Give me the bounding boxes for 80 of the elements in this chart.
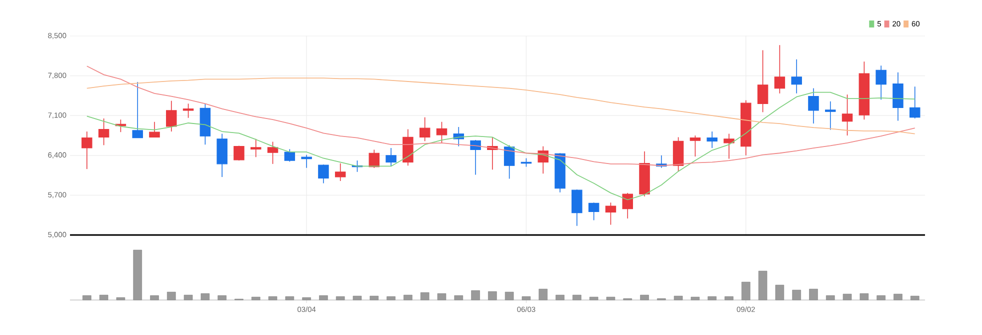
candlestick	[808, 88, 819, 124]
candlestick	[605, 202, 616, 226]
candlestick	[250, 138, 262, 158]
bar	[809, 288, 818, 300]
candlestick	[842, 94, 853, 136]
candlestick	[622, 192, 633, 219]
candlestick	[724, 133, 734, 160]
bar	[336, 296, 345, 300]
bar	[860, 293, 869, 300]
candlestick	[386, 148, 396, 167]
candlestick	[182, 103, 194, 118]
line-series	[86, 66, 916, 166]
candlestick	[284, 148, 296, 162]
bar	[758, 270, 768, 300]
candlestick	[318, 164, 329, 184]
bar	[488, 291, 497, 300]
candlestick	[82, 131, 92, 170]
bar	[708, 296, 716, 300]
bar	[285, 296, 294, 300]
bar	[538, 288, 548, 300]
candlestick	[419, 116, 430, 142]
bar	[724, 296, 734, 300]
candlestick	[301, 154, 312, 168]
bar	[471, 290, 480, 300]
candlestick	[690, 135, 701, 157]
bar	[218, 295, 226, 300]
candlestick	[588, 202, 600, 221]
candlestick	[876, 65, 886, 100]
candlestick	[132, 82, 143, 138]
bar	[370, 296, 379, 300]
candlestick	[892, 72, 904, 122]
candlestick	[267, 141, 278, 164]
candlestick	[757, 50, 768, 113]
bar	[268, 296, 278, 300]
candlestick	[504, 144, 515, 180]
bar	[640, 294, 649, 300]
bar	[404, 294, 412, 300]
candlestick	[149, 121, 160, 138]
bar	[420, 292, 430, 300]
candlestick	[234, 145, 244, 161]
candlestick	[706, 131, 718, 148]
bar	[589, 296, 598, 300]
bar	[116, 297, 126, 300]
bar	[826, 295, 835, 300]
bar	[842, 294, 852, 300]
bar	[556, 294, 564, 300]
bar	[894, 294, 902, 300]
bar	[352, 296, 362, 300]
bar	[876, 295, 886, 300]
bar	[82, 295, 92, 300]
bar	[99, 294, 108, 300]
bar	[319, 295, 328, 300]
bar	[167, 292, 176, 300]
bar	[184, 294, 193, 300]
candlestick	[334, 162, 346, 182]
candlestick	[791, 58, 802, 94]
bar	[690, 296, 700, 300]
candlestick	[436, 121, 448, 144]
candlestick	[166, 100, 177, 132]
bar	[775, 284, 784, 300]
candlestick	[98, 118, 110, 146]
bar	[200, 293, 210, 300]
bar	[150, 295, 159, 300]
candlestick	[470, 140, 481, 176]
bar	[606, 296, 616, 300]
candlestick	[368, 149, 380, 168]
bar	[504, 292, 514, 300]
bar	[386, 296, 396, 300]
bar	[572, 294, 582, 300]
candlestick	[774, 44, 786, 94]
candlestick	[572, 189, 582, 226]
bar	[910, 296, 920, 300]
bar	[792, 290, 801, 300]
bar	[252, 296, 260, 300]
bar	[437, 293, 446, 300]
bar	[454, 295, 464, 300]
bar	[133, 250, 142, 300]
bar	[674, 296, 683, 300]
candlestick	[825, 100, 836, 130]
candlestick	[910, 86, 920, 119]
